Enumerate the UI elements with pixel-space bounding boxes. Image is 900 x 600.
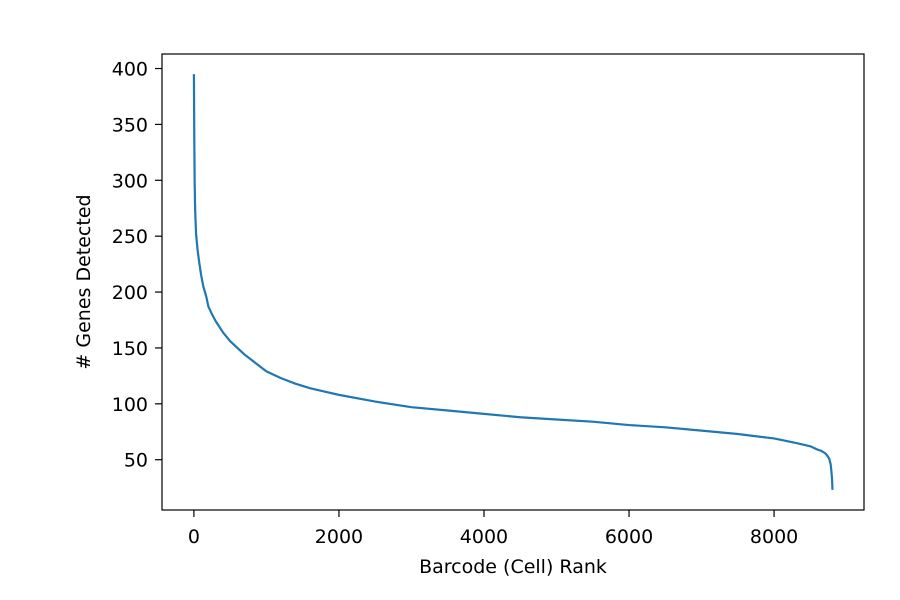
y-tick-label: 300 [112,170,148,192]
y-axis: 50 100 150 200 250 300 350 400 [112,59,162,472]
x-tick-label: 0 [188,526,200,548]
x-tick-label: 6000 [605,526,653,548]
x-axis-label: Barcode (Cell) Rank [419,556,607,578]
y-tick-label: 400 [112,59,148,81]
y-tick-label: 150 [112,338,148,360]
y-tick-label: 50 [124,450,148,472]
x-tick-label: 2000 [315,526,363,548]
series-line [192,74,834,490]
y-tick-label: 100 [112,394,148,416]
x-tick-label: 4000 [460,526,508,548]
plot-frame [161,53,865,511]
x-tick-label: 8000 [750,526,798,548]
y-axis-label: # Genes Detected [73,194,95,369]
y-tick-label: 350 [112,114,148,136]
y-tick-label: 200 [112,282,148,304]
x-axis: 0 2000 4000 6000 8000 [188,510,798,548]
y-tick-label: 250 [112,226,148,248]
plot-area [192,74,834,490]
